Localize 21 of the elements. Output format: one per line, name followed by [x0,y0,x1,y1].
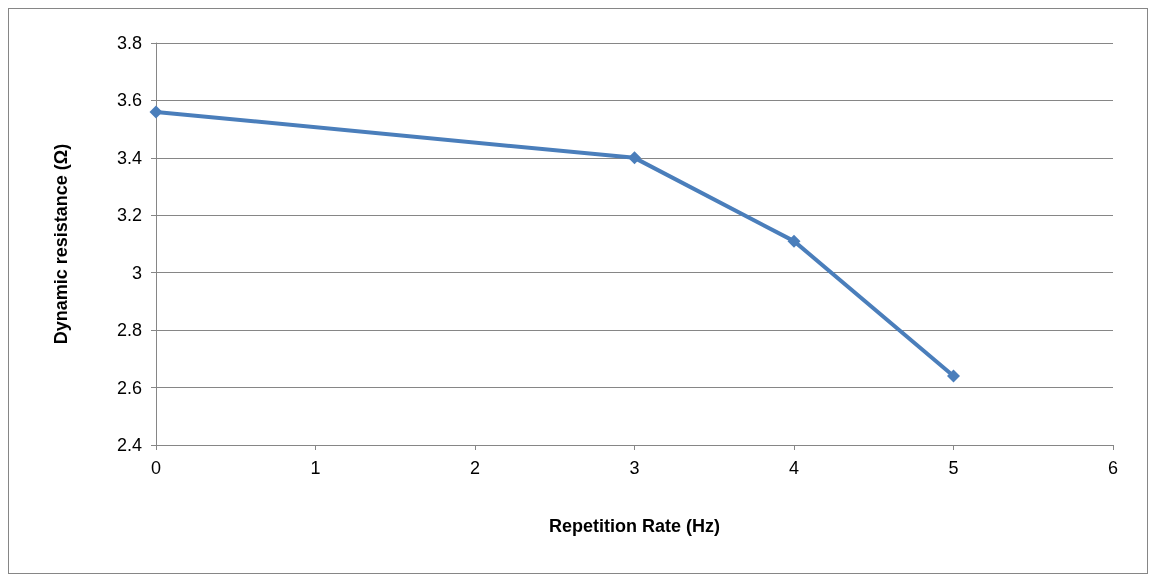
point [149,105,163,119]
y-tick-label: 2.4 [116,435,142,455]
x-tick-label: 4 [788,458,800,478]
point [628,151,641,165]
point [787,234,801,248]
y-tick-label: 2.6 [116,377,142,398]
y-tick-label: 3.2 [116,205,142,226]
x-tick-label: 6 [1107,458,1119,478]
x-tick-label: 2 [469,458,481,478]
point [947,369,960,383]
x-tick-label: 0 [150,458,162,478]
x-tick-label: 5 [948,458,959,478]
x-tick-label: 3 [629,458,640,478]
y-tick-label: 3.6 [116,90,142,111]
x-axis-title: Repetition Rate (Hz) [549,516,721,536]
x-tick-label: 1 [310,458,321,478]
y-tick-label: 3 [131,262,142,283]
y-tick-label: 3.4 [116,147,142,168]
y-axis-title: Dynamic resistance (Ω) [51,143,71,345]
y-tick-label: 2.8 [116,320,142,341]
y-tick-label: 3.8 [116,33,142,53]
